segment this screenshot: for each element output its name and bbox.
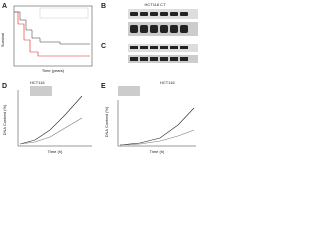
growth-curve (119, 129, 195, 146)
bands (130, 25, 188, 33)
growth-curve (19, 117, 83, 145)
panel-label: C (101, 43, 106, 50)
blot (30, 86, 52, 96)
header: HCT116 (160, 80, 175, 85)
legend (39, 7, 89, 19)
growth-curve (19, 95, 83, 145)
blot (118, 86, 140, 96)
growth-curve (119, 107, 195, 146)
panel-label: E (101, 83, 106, 90)
header: HCT116 CT (144, 2, 166, 7)
figure: A Survival Time (years) B HCT116 CT C D … (0, 2, 198, 154)
bands (130, 46, 188, 49)
bands (130, 12, 188, 16)
axes (17, 90, 92, 147)
axis-label: DNA Content (%) (2, 104, 7, 135)
panel-label: D (2, 83, 7, 90)
axis-label: Survival (0, 33, 5, 47)
survival-curve (14, 11, 90, 57)
header: HCT116 (30, 80, 45, 85)
panel-label: A (2, 3, 7, 10)
bands (130, 57, 188, 61)
axis-label: Time (years) (42, 68, 65, 73)
axis-label: Time (h) (48, 149, 63, 154)
plot-frame (13, 5, 93, 67)
axes (117, 100, 196, 147)
panel-label: B (101, 3, 106, 10)
axis-label: Time (h) (150, 149, 165, 154)
survival-curve (14, 11, 90, 45)
axis-label: DNA Content (%) (104, 106, 109, 137)
